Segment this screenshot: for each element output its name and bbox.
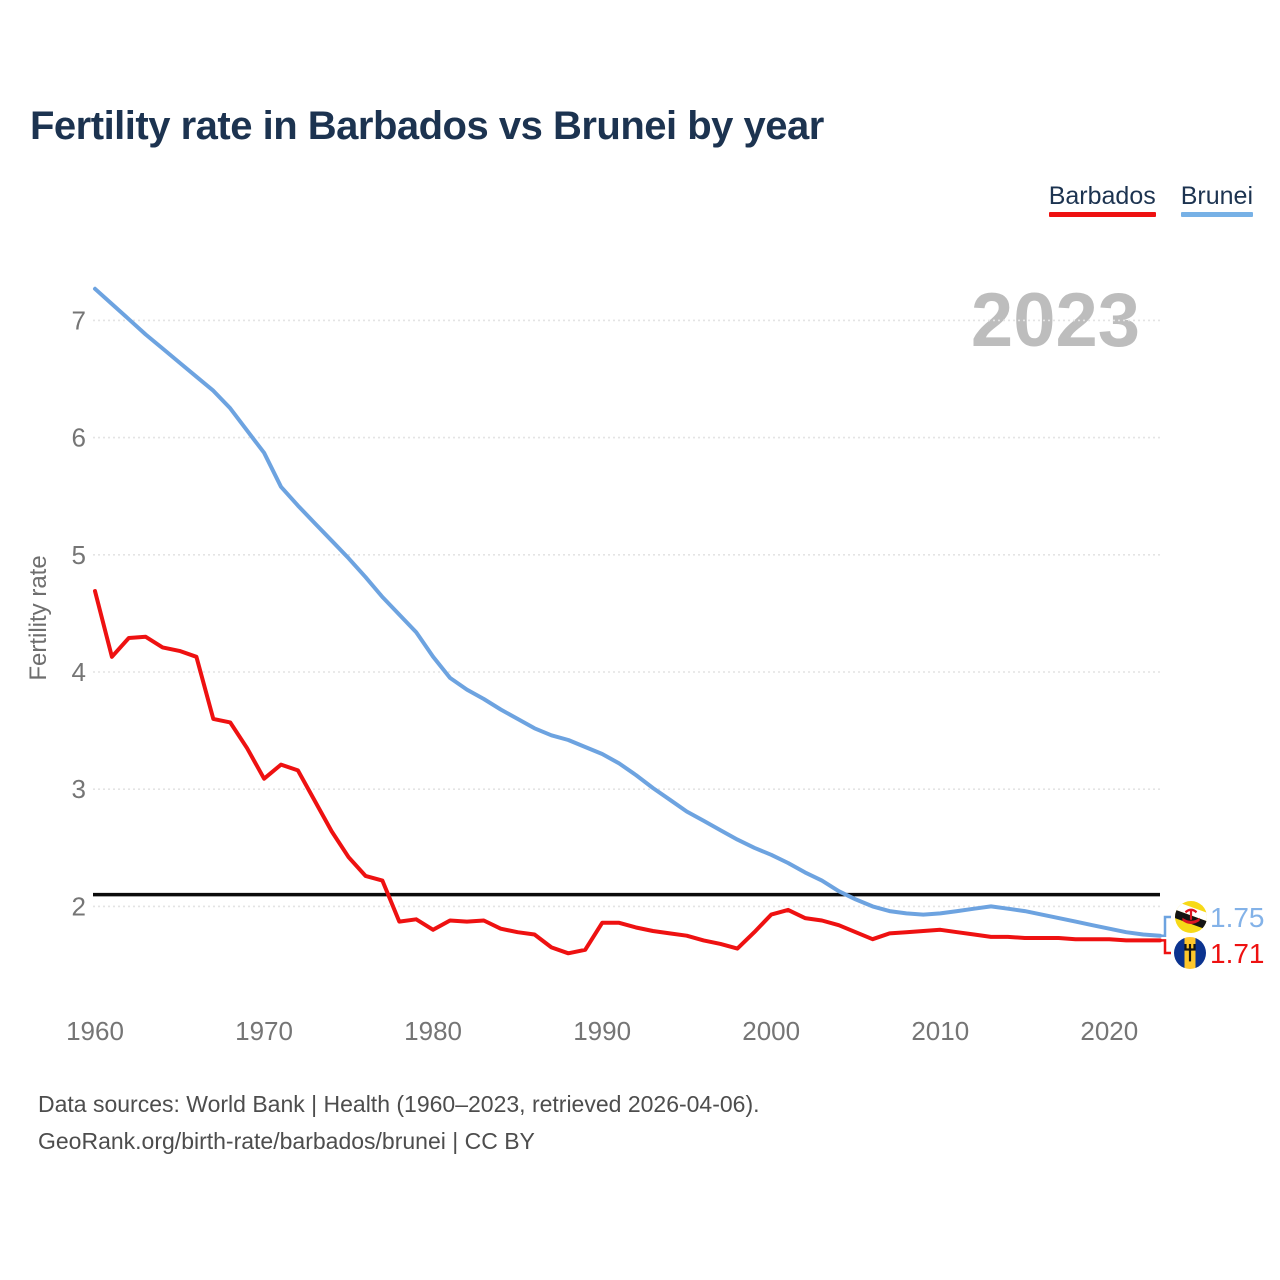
series-lines [93, 286, 1162, 956]
legend-label-brunei: Brunei [1180, 182, 1253, 210]
source-line-2: GeoRank.org/birth-rate/barbados/brunei |… [38, 1128, 535, 1154]
y-tick-label-5: 5 [72, 540, 86, 570]
legend-label-barbados: Barbados [1048, 182, 1156, 210]
x-tick-label-2000: 2000 [742, 1016, 800, 1046]
source-line-1: Data sources: World Bank | Health (1960–… [38, 1091, 760, 1117]
legend-underline-brunei [1180, 212, 1253, 217]
y-tick-label-4: 4 [72, 657, 86, 687]
brunei-flag-icon [1175, 901, 1207, 933]
series-line-barbados [93, 589, 1162, 956]
brunei-connector [1160, 915, 1171, 937]
y-tick-label-3: 3 [72, 774, 86, 804]
y-tick-labels: 2 3 4 5 6 7 [72, 305, 86, 921]
legend: Barbados Brunei [1048, 182, 1253, 217]
x-tick-label-1960: 1960 [66, 1016, 124, 1046]
brunei-end-value: 1.75 [1210, 902, 1265, 933]
y-axis-title: Fertility rate [25, 555, 52, 680]
y-tick-label-2: 2 [72, 891, 86, 921]
legend-item-brunei[interactable]: Brunei [1180, 182, 1253, 217]
x-tick-label-1990: 1990 [573, 1016, 631, 1046]
barbados-connector [1160, 939, 1171, 955]
gridlines [93, 319, 1162, 908]
series-line-brunei [93, 286, 1162, 938]
x-tick-label-1970: 1970 [235, 1016, 293, 1046]
x-tick-label-1980: 1980 [404, 1016, 462, 1046]
legend-underline-barbados [1048, 212, 1156, 217]
legend-item-barbados[interactable]: Barbados [1048, 182, 1156, 217]
source-note: Data sources: World Bank | Health (1960–… [38, 1086, 760, 1160]
y-tick-label-6: 6 [72, 423, 86, 453]
y-tick-label-7: 7 [72, 305, 86, 335]
barbados-flag-icon [1174, 937, 1206, 969]
end-label-connectors [1160, 915, 1171, 955]
barbados-end-value: 1.71 [1210, 938, 1265, 969]
x-tick-labels: 1960 1970 1980 1990 2000 2010 2020 [66, 1016, 1138, 1046]
x-tick-label-2020: 2020 [1080, 1016, 1138, 1046]
x-tick-label-2010: 2010 [911, 1016, 969, 1046]
page-title: Fertility rate in Barbados vs Brunei by … [30, 104, 824, 148]
